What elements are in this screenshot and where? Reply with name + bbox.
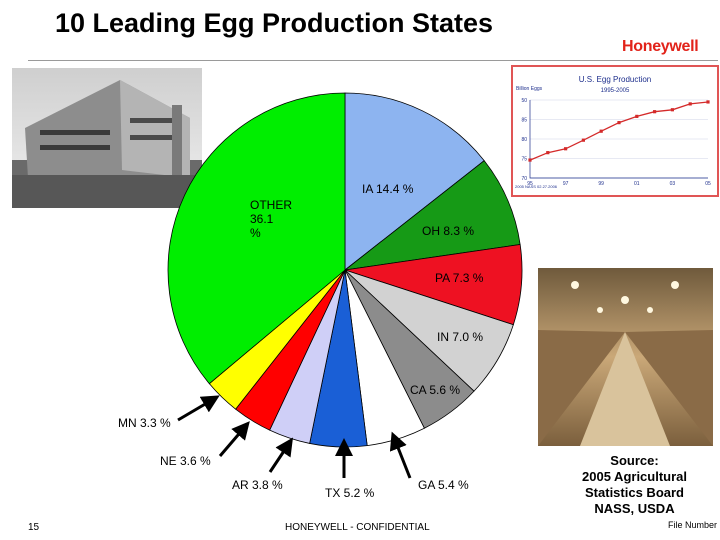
line-chart-ylabel: Billion Eggs	[516, 86, 543, 92]
ar-arrow	[268, 437, 293, 473]
slice-label-ia: IA 14.4 %	[362, 182, 414, 196]
line-chart-axis	[529, 100, 708, 179]
line-chart-x-tick: 03	[670, 181, 676, 187]
slice-label-ne: NE 3.6 %	[160, 454, 211, 468]
line-chart-point	[546, 151, 550, 155]
source-line: Source:	[610, 453, 659, 468]
honeywell-logo: Honeywell	[622, 38, 699, 55]
line-chart-y-tick: 70	[521, 176, 527, 182]
line-chart-point	[564, 147, 568, 151]
line-chart-x-tick: 99	[598, 181, 604, 187]
source-note: Source: 2005 Agricultural Statistics Boa…	[582, 453, 687, 517]
line-chart-point	[706, 100, 710, 104]
line-chart-point	[528, 158, 532, 162]
line-chart-y-tick: 50	[521, 98, 527, 104]
line-chart-x-tick: 97	[563, 181, 569, 187]
line-chart-point	[581, 138, 585, 142]
line-chart-point	[635, 114, 639, 118]
line-chart-point	[617, 121, 621, 125]
slide-title: 10 Leading Egg Production States	[55, 8, 494, 38]
slice-label-in: IN 7.0 %	[437, 330, 484, 344]
mn-arrow	[177, 395, 220, 422]
line-chart-y-tick: 85	[521, 118, 527, 124]
slice-label-pa: PA 7.3 %	[435, 271, 484, 285]
ga-arrow	[389, 431, 412, 479]
slice-label-ga: GA 5.4 %	[418, 478, 469, 492]
source-line: 2005 Agricultural	[582, 469, 688, 484]
pie-slice-ia	[344, 92, 485, 271]
line-chart-point	[670, 108, 674, 112]
title-rule	[28, 60, 718, 61]
line-chart-subtitle: 1995-2005	[601, 88, 630, 94]
confidential-notice: HONEYWELL - CONFIDENTIAL	[285, 522, 430, 533]
ne-arrow	[218, 421, 250, 457]
line-chart-point	[599, 129, 603, 133]
slice-label-other: OTHER 36.1 %	[250, 198, 292, 240]
line-chart-point	[653, 110, 657, 114]
source-line: NASS, USDA	[594, 501, 675, 516]
pie-slice-other	[167, 92, 346, 385]
source-line: Statistics Board	[585, 485, 684, 500]
file-number: File Number	[668, 520, 718, 530]
line-chart-point	[688, 102, 692, 106]
line-chart-title: U.S. Egg Production	[579, 75, 651, 84]
page-number: 15	[28, 522, 40, 533]
slice-label-tx: TX 5.2 %	[325, 486, 375, 500]
pie-slice-oh	[343, 160, 521, 271]
line-chart-x-tick: 05	[705, 181, 711, 187]
line-chart-note: 2005 NASS 02.27.2006	[515, 184, 558, 189]
line-chart-y-tick: 80	[521, 137, 527, 143]
line-chart-x-tick: 01	[634, 181, 640, 187]
line-chart-x-tick: 95	[527, 181, 533, 187]
line-chart-y-tick: 75	[521, 157, 527, 163]
slice-label-oh: OH 8.3 %	[422, 224, 475, 238]
slice-label-ar: AR 3.8 %	[232, 478, 283, 492]
slice-label-mn: MN 3.3 %	[118, 416, 171, 430]
slice-label-ca: CA 5.6 %	[410, 383, 461, 397]
